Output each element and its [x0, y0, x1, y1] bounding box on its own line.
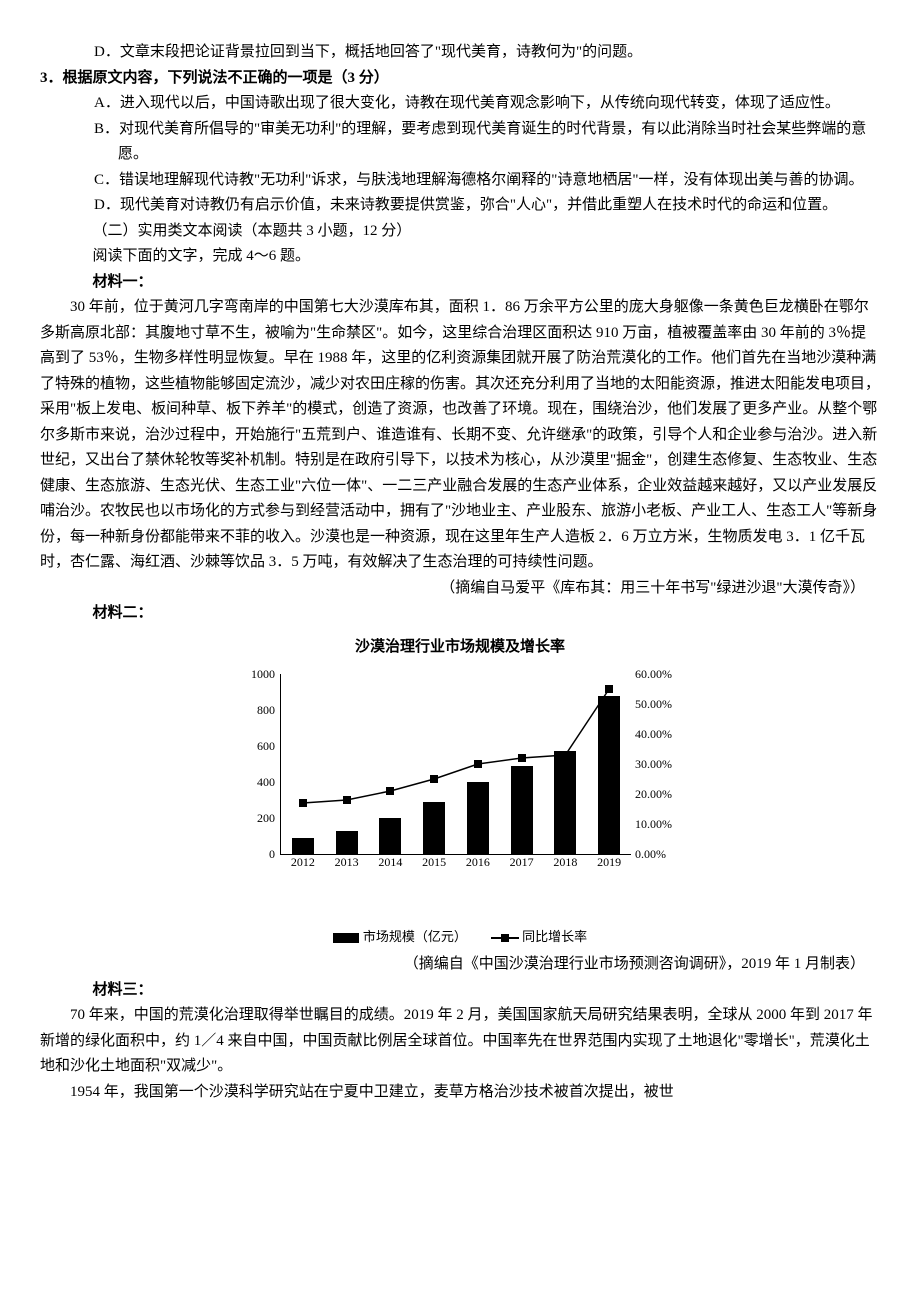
- legend-bar-icon: [333, 933, 359, 943]
- q3-option-a: A．进入现代以后，中国诗歌出现了很大变化，诗教在现代美育观念影响下，从传统向现代…: [40, 91, 880, 117]
- legend-line-icon-r: [509, 937, 519, 939]
- chart-ytick-left: 200: [230, 808, 275, 828]
- chart-point: [474, 760, 482, 768]
- chart-point: [561, 751, 569, 759]
- material3-label: 材料三：: [40, 978, 880, 1004]
- legend-line-label: 同比增长率: [522, 929, 587, 944]
- chart-xtick: 2015: [422, 852, 446, 872]
- section2-heading: （二）实用类文本阅读（本题共 3 小题，12 分）: [40, 219, 880, 245]
- chart-point: [430, 775, 438, 783]
- chart-ytick-left: 800: [230, 700, 275, 720]
- chart-xtick: 2019: [597, 852, 621, 872]
- chart-xtick: 2018: [553, 852, 577, 872]
- chart-xtick: 2012: [291, 852, 315, 872]
- chart-point: [605, 685, 613, 693]
- chart-ytick-left: 600: [230, 736, 275, 756]
- legend-bar-label: 市场规模（亿元）: [363, 929, 467, 944]
- chart-plot: 2012 2013 2014 2015 2016 2017 2018 2019 0 200 400…: [230, 664, 690, 904]
- chart-container: 沙漠治理行业市场规模及增长率 2012201320142015201620172…: [40, 635, 880, 949]
- q3-stem: 3．根据原文内容，下列说法不正确的一项是（3 分）: [40, 66, 880, 92]
- chart-ytick-right: 40.00%: [635, 724, 690, 744]
- chart-ytick-left: 1000: [230, 664, 275, 684]
- material1-paragraph: 30 年前，位于黄河几字弯南岸的中国第七大沙漠库布其，面积 1．86 万余平方公…: [40, 295, 880, 576]
- material2-source: （摘编自《中国沙漠治理行业市场预测咨询调研》，2019 年 1 月制表）: [40, 952, 880, 978]
- chart-point: [343, 796, 351, 804]
- q3-option-c: C．错误地理解现代诗教"无功利"诉求，与肤浅地理解海德格尔阐释的"诗意地栖居"一…: [40, 168, 880, 194]
- chart-xtick: 2013: [335, 852, 359, 872]
- chart-point: [386, 787, 394, 795]
- chart-xtick: 2014: [378, 852, 402, 872]
- material3-paragraph1: 70 年来，中国的荒漠化治理取得举世瞩目的成绩。2019 年 2 月，美国国家航…: [40, 1003, 880, 1080]
- chart-ytick-left: 400: [230, 772, 275, 792]
- chart-point: [299, 799, 307, 807]
- chart-ytick-left: 0: [230, 844, 275, 864]
- chart-ytick-right: 60.00%: [635, 664, 690, 684]
- q3-option-d: D．现代美育对诗教仍有启示价值，未来诗教要提供赏鉴，弥合"人心"，并借此重塑人在…: [40, 193, 880, 219]
- chart-ytick-right: 50.00%: [635, 694, 690, 714]
- material2-label: 材料二：: [40, 601, 880, 627]
- chart-ytick-right: 0.00%: [635, 844, 690, 864]
- section2-instruction: 阅读下面的文字，完成 4～6 题。: [40, 244, 880, 270]
- chart-title: 沙漠治理行业市场规模及增长率: [355, 635, 565, 661]
- q3-option-b: B．对现代美育所倡导的"审美无功利"的理解，要考虑到现代美育诞生的时代背景，有以…: [40, 117, 880, 168]
- q2-option-d: D．文章末段把论证背景拉回到当下，概括地回答了"现代美育，诗教何为"的问题。: [40, 40, 880, 66]
- material1-source: （摘编自马爱平《库布其：用三十年书写"绿进沙退"大漠传奇》）: [40, 576, 880, 602]
- chart-point: [518, 754, 526, 762]
- material3-paragraph2: 1954 年，我国第一个沙漠科学研究站在宁夏中卫建立，麦草方格治沙技术被首次提出…: [40, 1080, 880, 1106]
- chart-ytick-right: 10.00%: [635, 814, 690, 834]
- legend-line-icon-l: [491, 937, 501, 939]
- chart-ytick-right: 20.00%: [635, 784, 690, 804]
- material1-label: 材料一：: [40, 270, 880, 296]
- chart-legend: 市场规模（亿元） 同比增长率: [333, 926, 587, 948]
- chart-xtick: 2017: [510, 852, 534, 872]
- chart-ytick-right: 30.00%: [635, 754, 690, 774]
- chart-xtick: 2016: [466, 852, 490, 872]
- legend-line-icon: [501, 934, 509, 942]
